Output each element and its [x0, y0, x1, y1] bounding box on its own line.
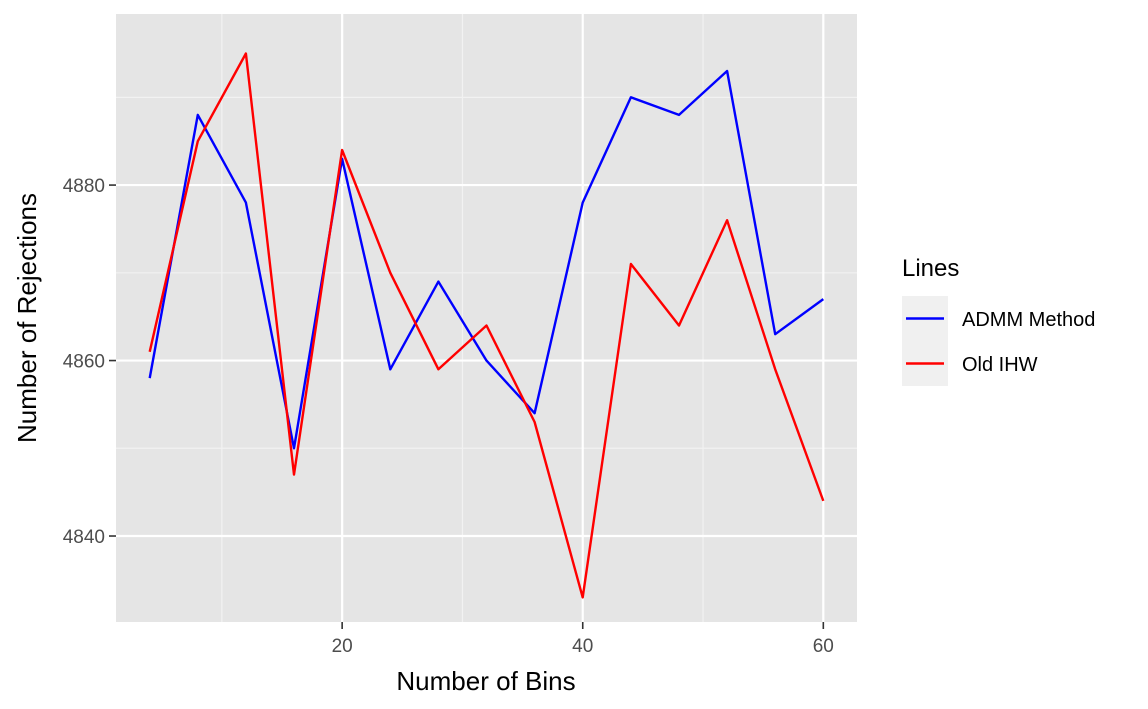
legend-title: Lines [902, 255, 959, 282]
major-gridlines [116, 14, 857, 622]
legend: Lines ADMM Method Old IHW [902, 255, 1095, 386]
y-tick-label: 4860 [63, 352, 105, 373]
series-line-admm-method [148, 69, 825, 450]
series-line-old-ihw [148, 52, 825, 599]
y-tick-label: 4840 [63, 527, 105, 548]
y-tick-label: 4880 [63, 176, 105, 197]
y-axis-title: Number of Rejections [12, 193, 42, 443]
x-tick-label: 40 [572, 636, 593, 657]
x-axis-title: Number of Bins [396, 666, 575, 696]
y-axis: 4840 4860 4880 [63, 176, 116, 548]
minor-gridlines [116, 14, 857, 622]
legend-label-admm-method: ADMM Method [962, 309, 1095, 331]
x-tick-label: 60 [813, 636, 834, 657]
x-tick-label: 20 [332, 636, 353, 657]
legend-label-old-ihw: Old IHW [962, 354, 1038, 376]
plot-panel [116, 14, 857, 622]
x-axis: 20 40 60 [332, 622, 834, 657]
series-lines [148, 52, 825, 599]
